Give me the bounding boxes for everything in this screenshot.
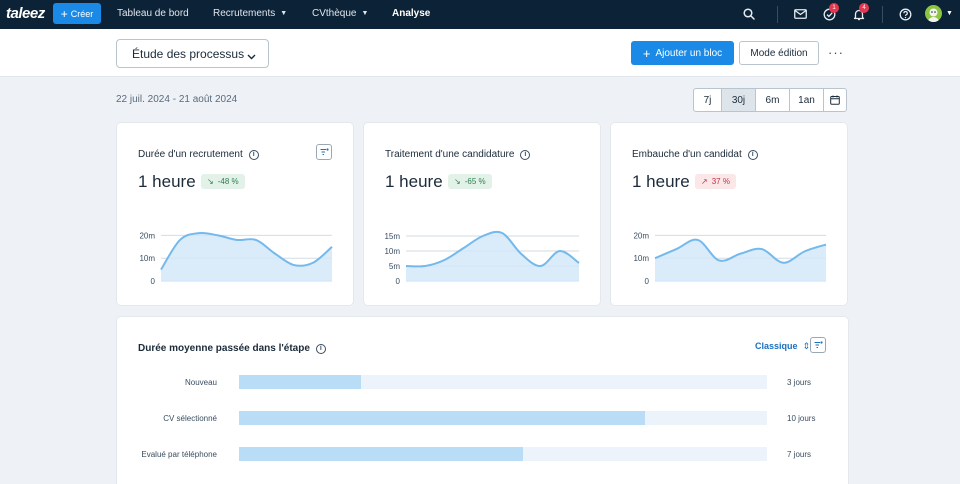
y-tick-label: 10m <box>384 247 400 256</box>
top-navigation: taleez + Créer Tableau de bord Recruteme… <box>0 0 960 29</box>
y-tick-label: 5m <box>389 262 400 271</box>
y-tick-label: 0 <box>645 277 650 286</box>
stage-label: Nouveau <box>184 378 217 387</box>
y-tick-label: 0 <box>396 277 401 286</box>
stage-bar-track <box>239 447 767 461</box>
trend-down-arrow-icon: ↘ <box>454 177 461 186</box>
series-line <box>654 238 827 264</box>
series-area <box>655 239 826 281</box>
add-block-button[interactable]: + Ajouter un bloc <box>631 41 734 65</box>
date-range: 22 juil. 2024 - 21 août 2024 <box>116 94 238 105</box>
create-button-label: Créer <box>70 8 94 19</box>
add-block-label: Ajouter un bloc <box>655 47 723 59</box>
page-header: Étude des processus + Ajouter un bloc Mo… <box>0 29 960 77</box>
caret-down-icon: ▼ <box>361 10 369 17</box>
series-area <box>406 231 579 281</box>
sparkline-chart: 0 10m 20m <box>633 231 827 286</box>
sparkline-chart: 0 10m 20m <box>139 231 333 286</box>
nav-link-cvtheque[interactable]: CVthèque ▼ <box>312 8 369 19</box>
trend-badge: ↘ -65 % <box>448 174 492 189</box>
sparkline-chart: 0 5m 10m 15m <box>384 230 580 286</box>
mode-select[interactable]: Classique ⇕ <box>755 341 811 351</box>
nav-divider <box>882 6 883 23</box>
info-icon[interactable]: i <box>747 150 758 160</box>
trend-up-arrow-icon: ↗ <box>701 177 708 186</box>
y-tick-label: 0 <box>151 277 156 286</box>
stage-duration-card: Durée moyenne passée dans l'étape i Class… <box>117 317 848 484</box>
help-icon[interactable] <box>897 6 913 22</box>
trend-badge: ↘ -48 % <box>201 174 245 189</box>
period-1an-button[interactable]: 1an <box>790 89 824 111</box>
series-area <box>161 232 332 281</box>
card-title: Traitement d'une candidature i <box>385 149 531 160</box>
stage-value-label: 3 jours <box>787 378 812 387</box>
create-button[interactable]: + Créer <box>53 3 101 24</box>
metric-value: 1 heure <box>138 172 196 191</box>
series-line <box>405 230 580 268</box>
nav-divider <box>777 6 778 23</box>
period-selector: 7j 30j 6m 1an <box>693 88 847 112</box>
user-menu-caret-icon[interactable]: ▼ <box>946 10 953 17</box>
period-30j-button[interactable]: 30j <box>722 89 756 111</box>
nav-link-recruitments[interactable]: Recrutements ▼ <box>213 8 288 19</box>
tasks-icon[interactable]: 1 <box>821 3 839 22</box>
period-6m-button[interactable]: 6m <box>756 89 790 111</box>
card-title: Embauche d'un candidat i <box>632 149 758 160</box>
stage-bar <box>239 447 524 461</box>
y-tick-label: 20m <box>633 231 649 240</box>
search-icon[interactable] <box>741 6 757 22</box>
user-avatar[interactable] <box>925 5 942 22</box>
metric-value: 1 heure <box>632 172 690 191</box>
card-title: Durée d'un recrutement i <box>138 149 259 160</box>
stage-value-label: 7 jours <box>787 450 812 459</box>
stage-label: CV sélectionné <box>163 414 217 423</box>
metric-value: 1 heure <box>385 172 443 191</box>
trend-badge: ↗ 37 % <box>695 174 736 189</box>
card-title: Durée moyenne passée dans l'étape i <box>138 343 326 354</box>
info-icon[interactable]: i <box>248 150 259 160</box>
plus-icon: + <box>60 6 68 21</box>
mail-icon[interactable] <box>792 6 808 22</box>
metric-card-recruitment-duration: Durée d'un recrutement i 1 heure ↘ -48 % 0… <box>117 123 353 305</box>
stage-bar-track <box>239 411 767 425</box>
y-tick-label: 10m <box>633 254 649 263</box>
chevron-down-icon <box>247 49 256 63</box>
plus-icon: + <box>642 45 651 61</box>
edit-mode-button[interactable]: Mode édition <box>739 41 819 65</box>
nav-link-dashboard[interactable]: Tableau de bord <box>117 8 189 19</box>
stage-value-label: 10 jours <box>787 414 816 423</box>
calendar-icon[interactable] <box>824 89 846 111</box>
more-options-icon[interactable]: ··· <box>828 45 844 60</box>
nav-link-analysis[interactable]: Analyse <box>392 8 431 19</box>
y-tick-label: 20m <box>139 231 155 240</box>
process-select[interactable]: Étude des processus <box>116 39 269 68</box>
y-tick-label: 10m <box>139 254 155 263</box>
taleez-logo[interactable]: taleez <box>6 5 45 22</box>
stage-bar-track <box>239 375 767 389</box>
bell-icon[interactable]: 4 <box>851 3 869 22</box>
metric-card-candidate-hiring: Embauche d'un candidat i 1 heure ↗ 37 % 0 1… <box>611 123 847 305</box>
series-line <box>160 231 333 271</box>
y-tick-label: 15m <box>384 232 400 241</box>
metric-card-application-processing: Traitement d'une candidature i 1 heure ↘ -… <box>364 123 600 305</box>
notifications-badge: 4 <box>859 3 869 13</box>
tasks-badge: 1 <box>829 3 839 13</box>
stage-bar <box>239 375 361 389</box>
filter-icon[interactable] <box>316 144 332 160</box>
trend-down-arrow-icon: ↘ <box>207 177 214 186</box>
stage-label: Evalué par téléphone <box>141 450 217 459</box>
filter-icon[interactable] <box>810 337 826 353</box>
stage-bar <box>239 411 646 425</box>
sort-icon: ⇕ <box>802 341 811 351</box>
caret-down-icon: ▼ <box>280 10 288 17</box>
info-icon[interactable]: i <box>315 344 326 354</box>
info-icon[interactable]: i <box>520 150 531 160</box>
period-7j-button[interactable]: 7j <box>694 89 722 111</box>
process-select-value: Étude des processus <box>132 46 245 61</box>
